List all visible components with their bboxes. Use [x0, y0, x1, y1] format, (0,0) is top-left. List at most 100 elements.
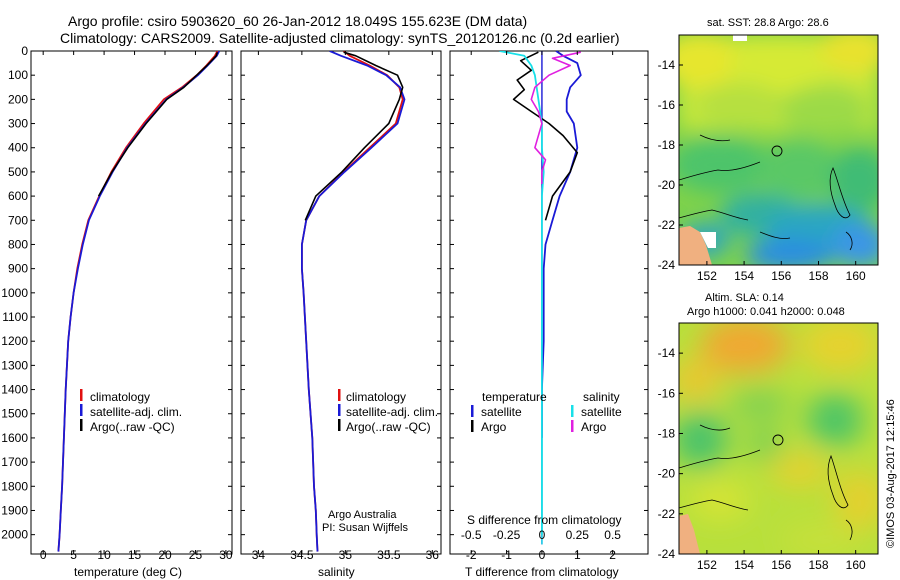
map-y-tick-label: -14: [658, 58, 676, 72]
sst-map-title: sat. SST: 28.8 Argo: 28.6: [707, 17, 829, 29]
map-x-tick-label: 152: [697, 269, 717, 283]
series-temperature-argo: [512, 51, 579, 221]
sla-map-ticks: 152 154 156 158 160 -14 -16 -18 -20 -22 -24: [658, 346, 866, 572]
temperature-panel: 0 5 10 15 20 25 30 0 100 200 300 400 500 600 700 800 90…: [1, 44, 233, 579]
map-y-tick-label: -18: [658, 138, 676, 152]
x-tick-label: 34.5: [290, 548, 314, 562]
series-argo-raw-qc: [304, 51, 404, 221]
difference-panel: -2 -1 0 1 2 S difference from climatology -0…: [449, 50, 649, 579]
y-tick-label: 1500: [1, 407, 28, 421]
legend-group-salinity: salinity: [583, 390, 620, 404]
s-tick-label: 0.25: [566, 528, 590, 542]
figure-title-line1: Argo profile: csiro 5903620_60 26-Jan-20…: [68, 13, 527, 29]
y-tick-label: 500: [8, 165, 28, 179]
sst-land-mask: [679, 226, 712, 265]
sla-argo-position-marker: [772, 434, 784, 446]
t-difference-x-label: T difference from climatology: [465, 565, 619, 579]
map-x-tick-label: 154: [734, 558, 754, 572]
x-tick-label: 0: [539, 548, 546, 562]
temperature-series: [57, 51, 221, 552]
x-tick-label: 0: [40, 548, 47, 562]
temperature-axes-frame: [30, 50, 233, 555]
x-tick-label: 1: [574, 548, 581, 562]
sla-height-field: [679, 323, 878, 554]
y-tick-label: 300: [8, 117, 28, 131]
difference-axes-frame: [449, 50, 649, 555]
legend-swatch-argo: [80, 419, 83, 431]
legend-label-sal-satellite: satellite: [581, 405, 622, 419]
salinity-series: [300, 51, 406, 552]
figure-title-line2: Climatology: CARS2009. Satellite-adjuste…: [60, 30, 620, 46]
y-tick-label: 1700: [1, 455, 28, 469]
x-tick-label: 25: [189, 548, 203, 562]
map-x-tick-label: 156: [771, 269, 791, 283]
legend-label-argo: Argo(..raw -QC): [90, 420, 175, 434]
s-difference-tick-labels: -0.5 -0.25 0 0.25 0.5: [461, 528, 621, 542]
legend-swatch-temp-satellite: [471, 405, 474, 417]
sla-map-title-line2: Argo h1000: 0.041 h2000: 0.048: [687, 306, 845, 318]
s-tick-label: -0.25: [493, 528, 521, 542]
temperature-legend: climatology satellite-adj. clim. Argo(..…: [80, 389, 182, 434]
salinity-legend: climatology satellite-adj. clim. Argo(..…: [338, 389, 438, 434]
sst-map-ticks: 152 154 156 158 160 -14 -16 -18 -20 -22 -24: [658, 58, 866, 283]
y-tick-label: 800: [8, 237, 28, 251]
map-x-tick-label: 158: [808, 269, 828, 283]
x-tick-label: -2: [466, 548, 477, 562]
legend-label-climatology: climatology: [90, 390, 150, 404]
y-tick-label: 1600: [1, 431, 28, 445]
x-tick-label: 36: [426, 548, 440, 562]
y-tick-label: 400: [8, 141, 28, 155]
legend-label-climatology: climatology: [346, 390, 406, 404]
sla-map-title-line1: Altim. SLA: 0.14: [705, 292, 784, 304]
salinity-panel: 34 34.5 35 35.5 36 salinity climatology sate…: [240, 50, 442, 579]
legend-label-satellite: satellite-adj. clim.: [346, 405, 438, 419]
legend-label-sal-argo: Argo: [581, 420, 607, 434]
s-tick-label: 0: [539, 528, 546, 542]
map-x-tick-label: 152: [697, 558, 717, 572]
map-y-tick-label: -16: [658, 98, 676, 112]
difference-legend: temperature satellite Argo salinity sate…: [471, 390, 622, 434]
y-tick-label: 0: [21, 44, 28, 58]
x-tick-label: 10: [97, 548, 111, 562]
sla-coastline-contours: [679, 424, 853, 541]
sst-map-panel: sat. SST: 28.8 Argo: 28.6: [658, 17, 879, 283]
series-temperature-satellite: [541, 51, 582, 438]
x-tick-label: -1: [501, 548, 512, 562]
y-tick-label: 1300: [1, 358, 28, 372]
y-tick-label: 100: [8, 68, 28, 82]
y-tick-label: 1900: [1, 503, 28, 517]
sst-argo-position-marker: [771, 145, 783, 157]
legend-swatch-temp-argo: [471, 420, 474, 432]
salinity-x-ticks: 34 34.5 35 35.5 36: [241, 50, 441, 562]
y-tick-label: 2000: [1, 528, 28, 542]
sst-missing-data: [733, 35, 747, 41]
x-tick-label: 34: [252, 548, 266, 562]
s-tick-label: -0.5: [461, 528, 482, 542]
sst-map-frame: [678, 34, 879, 266]
y-tick-label: 900: [8, 262, 28, 276]
credit-line1: Argo Australia: [328, 509, 397, 521]
sla-map-panel: Altim. SLA: 0.14 Argo h1000: 0.041 h2000…: [658, 292, 879, 572]
legend-label-temp-argo: Argo: [481, 420, 507, 434]
y-tick-label: 1400: [1, 383, 28, 397]
sst-coastline-contours: [679, 134, 853, 251]
sla-map-frame: [678, 322, 879, 555]
legend-label-temp-satellite: satellite: [481, 405, 522, 419]
difference-series: [499, 51, 582, 545]
legend-swatch-satellite: [80, 404, 83, 416]
series-salinity-satellite: [499, 51, 545, 535]
temperature-x-label: temperature (deg C): [74, 565, 182, 579]
y-tick-label: 1000: [1, 286, 28, 300]
map-x-tick-label: 156: [771, 558, 791, 572]
legend-label-satellite: satellite-adj. clim.: [90, 405, 182, 419]
x-tick-label: 15: [128, 548, 142, 562]
legend-label-argo: Argo(..raw -QC): [346, 420, 431, 434]
sla-land-mask: [679, 514, 700, 554]
depth-y-ticks: 0 100 200 300 400 500 600 700 800 900 1000 1100 1200…: [1, 44, 232, 542]
x-tick-label: 5: [70, 548, 77, 562]
map-y-tick-label: -16: [658, 386, 676, 400]
sst-land-white-gap: [700, 232, 716, 248]
legend-swatch-climatology: [338, 389, 341, 401]
y-tick-label: 200: [8, 92, 28, 106]
